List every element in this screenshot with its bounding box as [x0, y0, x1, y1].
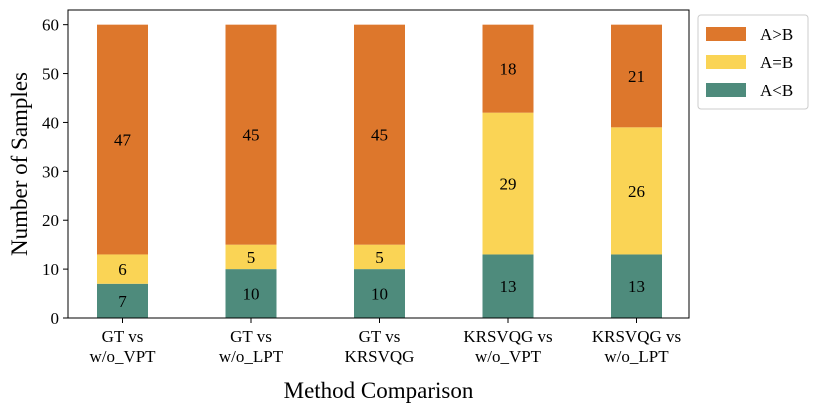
plot-frame [67, 9, 690, 319]
y-tick-label: 50 [42, 65, 59, 84]
bar-segment-A>B-2 [225, 24, 277, 245]
segment-value-label: 6 [118, 260, 127, 279]
segment-value-label: 21 [628, 67, 645, 86]
x-axis-label: Method Comparison [284, 378, 474, 403]
x-tick-label: GT vs [230, 327, 272, 346]
x-tick-label: GT vs [102, 327, 144, 346]
bar-segment-A>B-1 [97, 24, 148, 255]
segment-value-label: 10 [371, 285, 388, 304]
y-axis-label: Number of Samples [7, 72, 32, 256]
bar-segment-A>B-5 [611, 24, 662, 128]
legend: A>B A=B A<B [697, 14, 809, 110]
bar-segment-A<B-1 [97, 283, 148, 318]
y-tick-label: 10 [42, 260, 59, 279]
legend-label: A>B [760, 25, 793, 44]
legend-label: A=B [760, 53, 793, 72]
legend-label: A<B [760, 81, 793, 100]
x-tick-label: w/o_VPT [475, 347, 542, 366]
y-tick-label: 30 [42, 162, 59, 181]
bar-segment-A<B-4 [482, 254, 534, 318]
segment-value-label: 29 [500, 175, 517, 194]
bar-segment-A>B-4 [482, 24, 534, 113]
segment-value-label: 47 [114, 131, 132, 150]
y-axis: 0 10 20 30 40 50 60 [42, 16, 68, 328]
bar-segment-A=B-1 [97, 254, 148, 284]
legend-swatch-A<B [706, 83, 746, 97]
segment-value-label: 5 [247, 248, 256, 267]
bar-segment-A=B-3 [354, 244, 405, 270]
y-tick-label: 40 [42, 113, 59, 132]
y-tick-label: 60 [42, 16, 59, 35]
segment-value-label: 45 [243, 126, 260, 145]
x-tick-label: w/o_LPT [604, 347, 669, 366]
x-tick-label: w/o_LPT [219, 347, 284, 366]
bar-segment-A<B-2 [225, 269, 277, 318]
bar-segment-A<B-5 [611, 254, 662, 318]
segment-value-label: 13 [500, 277, 517, 296]
y-tick-label: 20 [42, 211, 59, 230]
segment-value-label: 26 [628, 182, 645, 201]
legend-swatch-A=B [706, 55, 746, 69]
segment-value-label: 13 [628, 277, 645, 296]
bar-segment-A=B-4 [482, 112, 534, 255]
x-tick-label: KRSVQG vs [463, 327, 552, 346]
x-tick-label: KRSVQG [345, 347, 415, 366]
bar-segment-A=B-5 [611, 127, 662, 255]
y-tick-label: 0 [51, 309, 60, 328]
segment-value-label: 7 [118, 292, 127, 311]
bar-segment-A>B-3 [354, 24, 405, 245]
bar-segment-A<B-3 [354, 269, 405, 318]
x-tick-label: GT vs [359, 327, 401, 346]
x-tick-label: KRSVQG vs [592, 327, 681, 346]
segment-label-layer: 7 6 47 10 5 45 10 5 45 13 29 18 13 26 21 [114, 60, 645, 311]
bar-segment-A=B-2 [225, 244, 277, 270]
segment-value-label: 45 [371, 126, 388, 145]
segment-value-label: 5 [375, 248, 384, 267]
segment-value-label: 10 [243, 285, 260, 304]
segment-value-label: 18 [500, 60, 517, 79]
legend-swatch-A>B [706, 27, 746, 41]
x-tick-label: w/o_VPT [89, 347, 156, 366]
bar-layer [97, 24, 662, 318]
